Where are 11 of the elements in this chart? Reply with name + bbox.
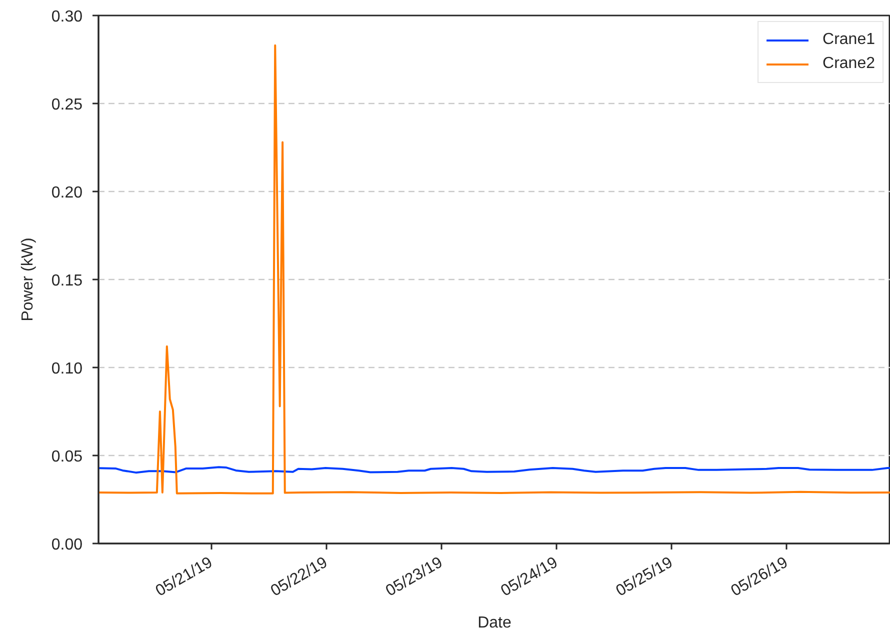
y-tick-label: 0.20 <box>51 184 83 202</box>
y-axis-title: Power (kW) <box>19 238 36 322</box>
y-tick-label: 0.25 <box>51 96 83 114</box>
x-axis-title: Date <box>478 614 512 632</box>
y-tick-label: 0.00 <box>51 536 83 554</box>
y-tick-label: 0.05 <box>51 448 83 466</box>
legend-label: Crane2 <box>822 55 875 73</box>
y-tick-label: 0.10 <box>51 360 83 378</box>
y-tick-label: 0.30 <box>51 8 83 26</box>
y-tick-label: 0.15 <box>51 272 83 290</box>
legend-label: Crane1 <box>822 31 875 49</box>
